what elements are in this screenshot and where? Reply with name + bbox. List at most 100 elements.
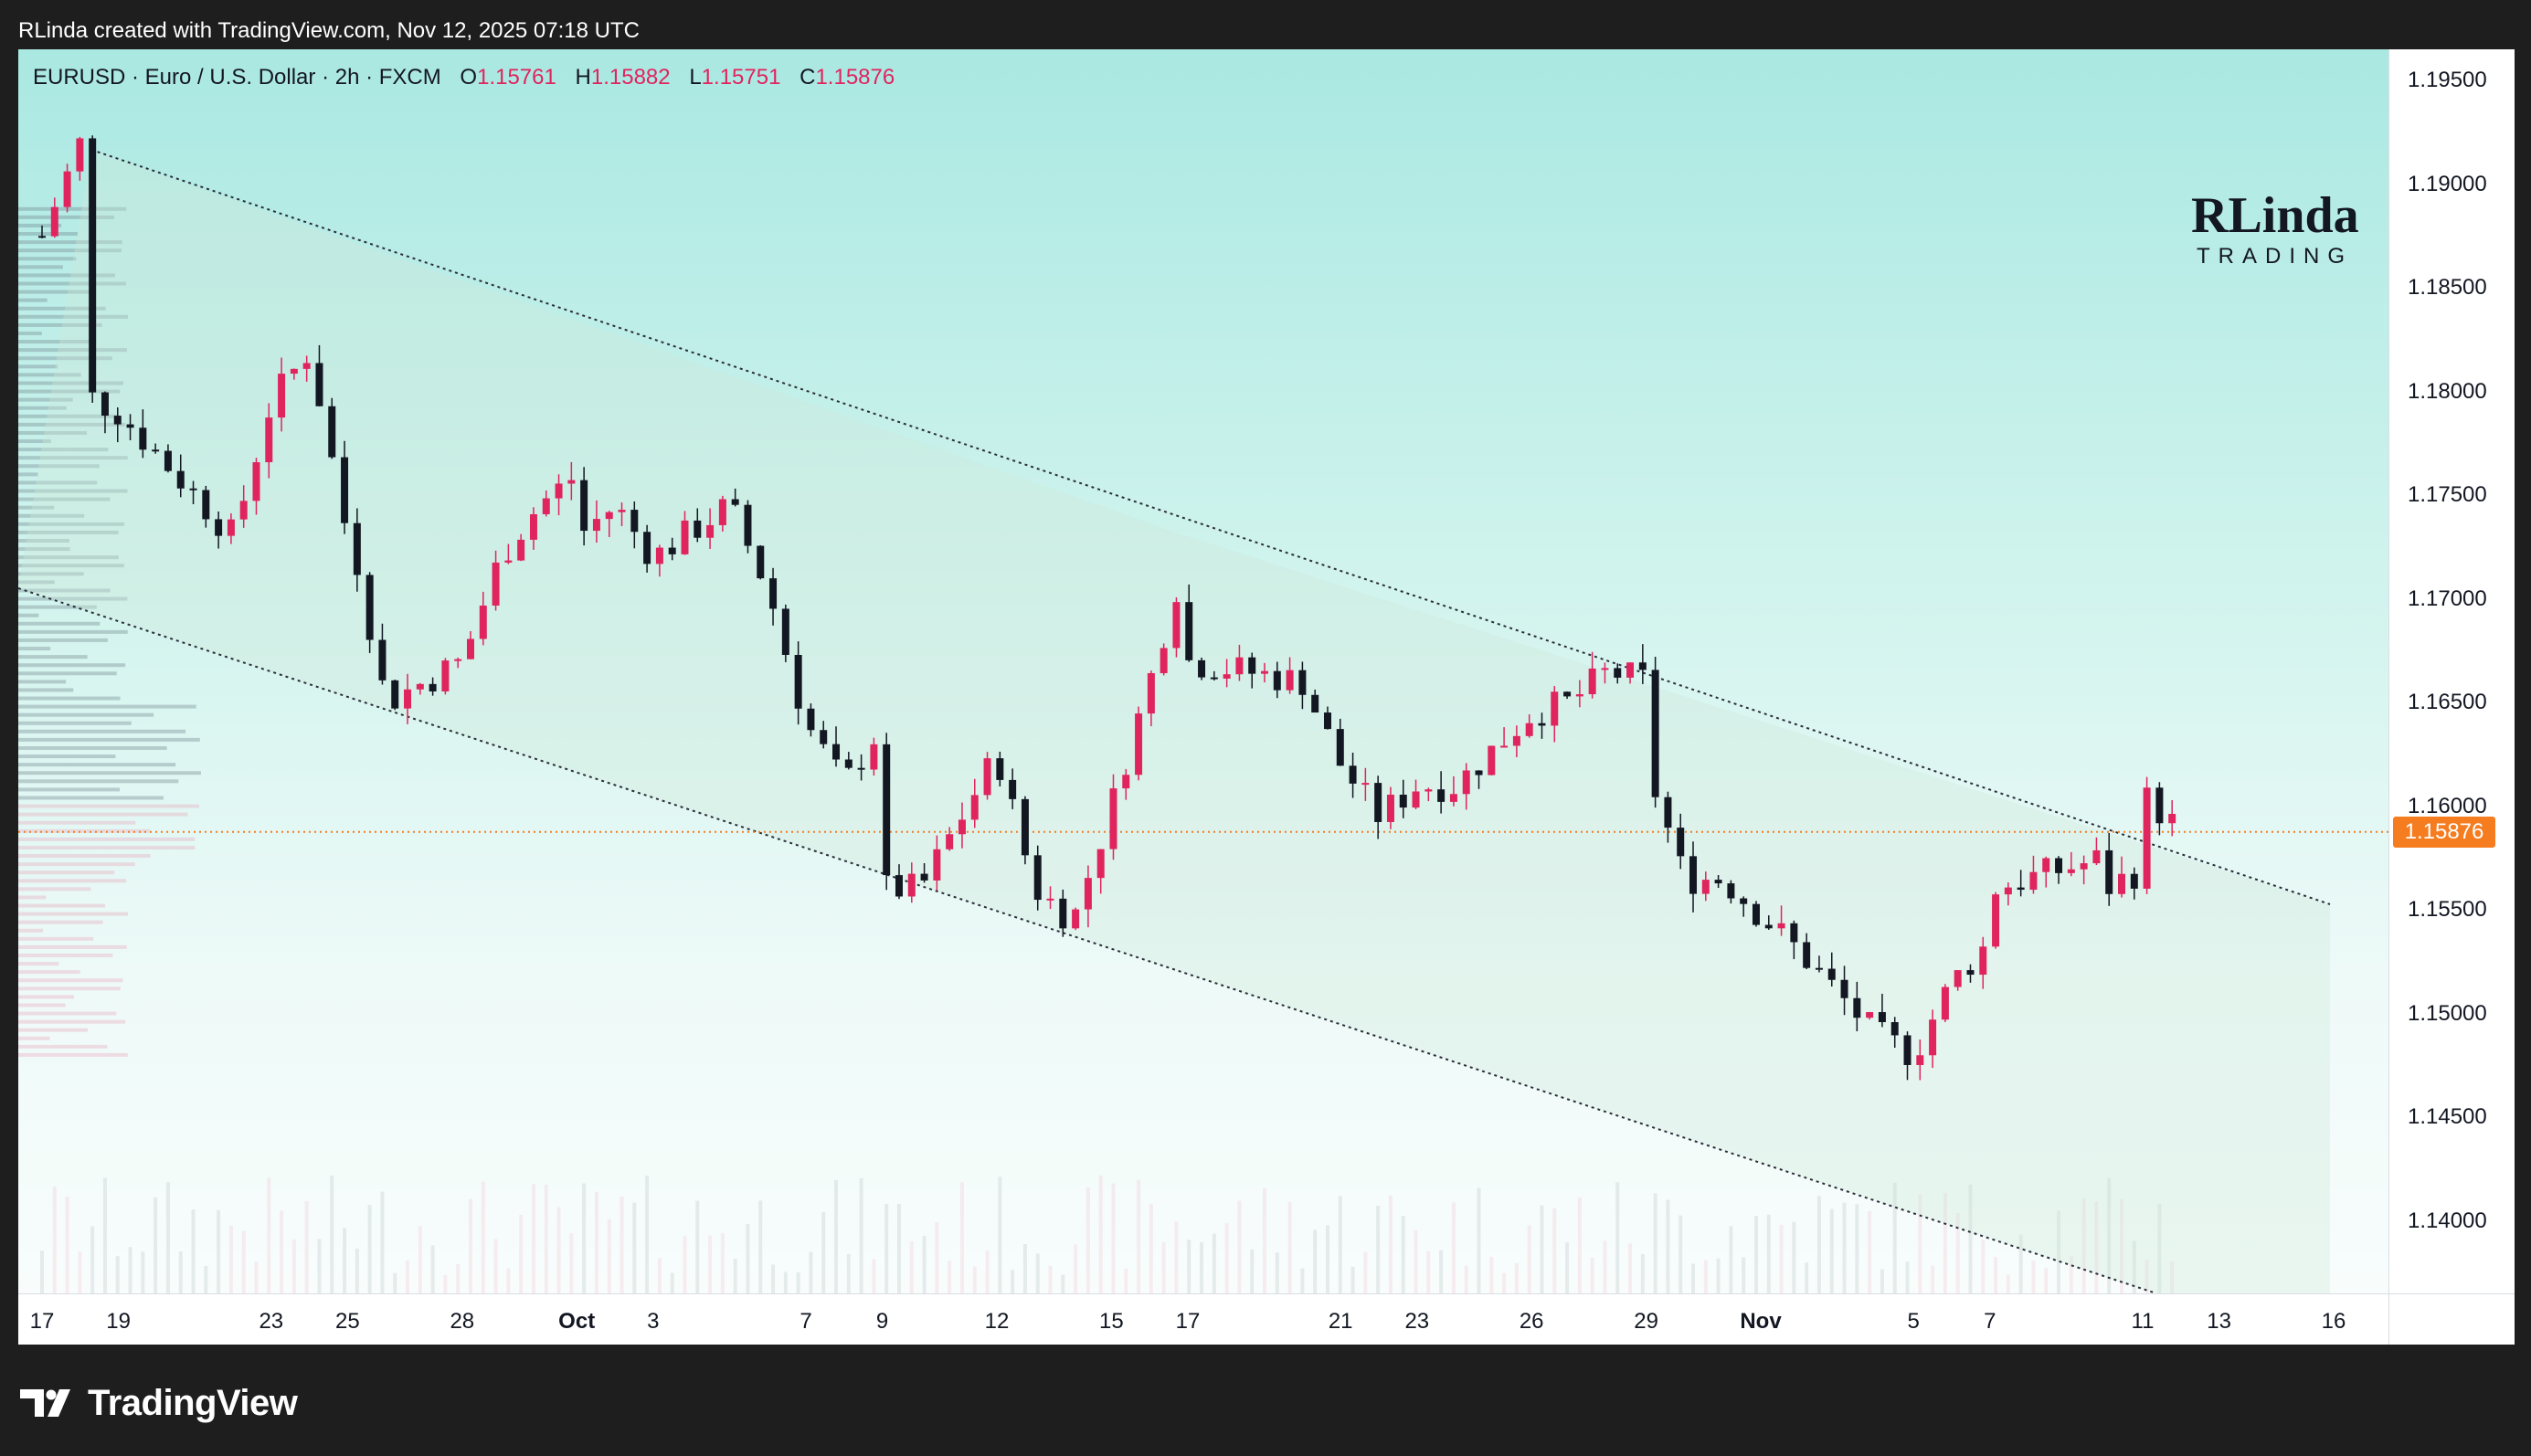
chart-canvas[interactable] [18,49,2388,1293]
volume-profile-bar [18,414,117,418]
candle-body [1714,880,1722,884]
candle-body [1386,794,1394,822]
candle-body [2067,869,2075,873]
volume-bar [304,1200,309,1293]
time-tick-label: 28 [450,1309,475,1334]
chart-caption: RLinda created with TradingView.com, Nov… [18,18,640,43]
volume-bar [2044,1268,2049,1293]
candle-body [1551,691,1559,726]
tradingview-brand[interactable]: TradingView [20,1377,298,1429]
volume-profile-bar [18,879,127,883]
candle-body [1096,849,1105,879]
volume-profile-bar [18,340,95,344]
volume-profile-bar [18,456,128,460]
volume-profile-bar [18,223,62,227]
volume-bar [191,1209,196,1293]
volume-profile-bar [18,430,88,435]
candle-body [529,513,537,540]
price-tick-label: 1.14000 [2408,1208,2487,1233]
volume-profile-bar [18,364,58,369]
volume-profile-bar [18,547,70,552]
candle-body [1261,670,1269,674]
volume-bar [1174,1221,1179,1293]
volume-bar [1363,1251,1368,1293]
volume-bar [1729,1226,1733,1293]
volume-profile-bar [18,389,121,394]
candle-body [176,470,185,489]
candle-body [1790,923,1798,943]
volume-bar [1565,1242,1570,1293]
candle-body [1248,657,1256,674]
volume-profile-bar [18,397,73,402]
volume-bar [2018,1234,2023,1293]
rlinda-trading-logo: RLinda TRADING [2191,187,2359,269]
candle-body [416,683,424,690]
candle-body [63,171,71,207]
volume-profile-bar [18,696,121,701]
time-tick-label: 29 [1634,1309,1658,1334]
chart-panel[interactable]: EURUSD · Euro / U.S. Dollar · 2h · FXCM … [18,49,2515,1345]
volume-bar [102,1177,107,1293]
candle-body [1866,1012,1874,1018]
candle-body [1046,898,1054,901]
volume-bar [1703,1260,1708,1293]
candle-body [1777,923,1785,929]
candle-body [1223,674,1231,679]
tradingview-wordmark: TradingView [88,1382,298,1423]
symbol-description[interactable]: EURUSD · Euro / U.S. Dollar · 2h · FXCM [33,65,441,90]
volume-bar [670,1272,674,1293]
open-value: 1.15761 [477,65,556,90]
volume-bar [65,1197,69,1293]
volume-bar [393,1272,397,1293]
candle-body [2130,873,2138,889]
volume-profile-bar [18,464,100,469]
volume-profile-bar [18,745,167,750]
candle-body [1916,1055,1924,1065]
high-value: 1.15882 [590,65,671,90]
volume-bar [683,1236,687,1293]
volume-profile-bar [18,936,94,941]
volume-profile-bar [18,978,123,983]
candle-body [378,639,387,681]
volume-bar [1161,1242,1166,1293]
candle-body [38,236,46,238]
volume-bar [1968,1184,1973,1293]
volume-bar [141,1251,145,1293]
candle-body [1336,729,1344,766]
plot-area[interactable]: EURUSD · Euro / U.S. Dollar · 2h · FXCM … [18,49,2388,1293]
volume-profile-bar [18,828,150,833]
volume-bar [1905,1261,1910,1293]
volume-bar [1527,1225,1531,1293]
volume-profile-bar [18,605,97,609]
volume-bar [771,1264,776,1293]
volume-bar [217,1209,221,1293]
volume-bar [1766,1214,1771,1293]
time-scale[interactable]: 17 19 23 25 28 Oct 3 7 9 12 15 17 21 23 26 29 Nov 5 7 11 13 1… [18,1293,2388,1345]
candle-body [1235,657,1244,675]
volume-profile-bar [18,704,196,709]
volume-bar [418,1226,422,1293]
time-tick-label: 9 [875,1309,889,1334]
volume-bar [481,1181,485,1293]
volume-profile-bar [18,572,84,576]
time-tick-label: 21 [1328,1309,1353,1334]
volume-profile-bar [18,953,113,957]
volume-bar [594,1191,598,1293]
volume-bar [1489,1256,1494,1293]
candle-body [555,483,563,499]
volume-bar [1212,1233,1216,1293]
price-scale[interactable]: 1.19500 1.19000 1.18500 1.18000 1.17500 1.170… [2388,49,2515,1293]
candle-body [807,708,815,731]
volume-profile-bar [18,538,69,543]
volume-bar [1313,1229,1318,1293]
volume-bar [204,1266,208,1293]
candle-body [1890,1022,1899,1036]
volume-profile-bar [18,613,39,617]
volume-profile-bar [18,804,200,808]
candle-body [1752,903,1760,925]
candle-body [1449,794,1457,802]
candle-body [227,519,235,536]
volume-profile-bar [18,647,51,651]
volume-bar [985,1250,990,1293]
candle-body [1727,883,1735,899]
